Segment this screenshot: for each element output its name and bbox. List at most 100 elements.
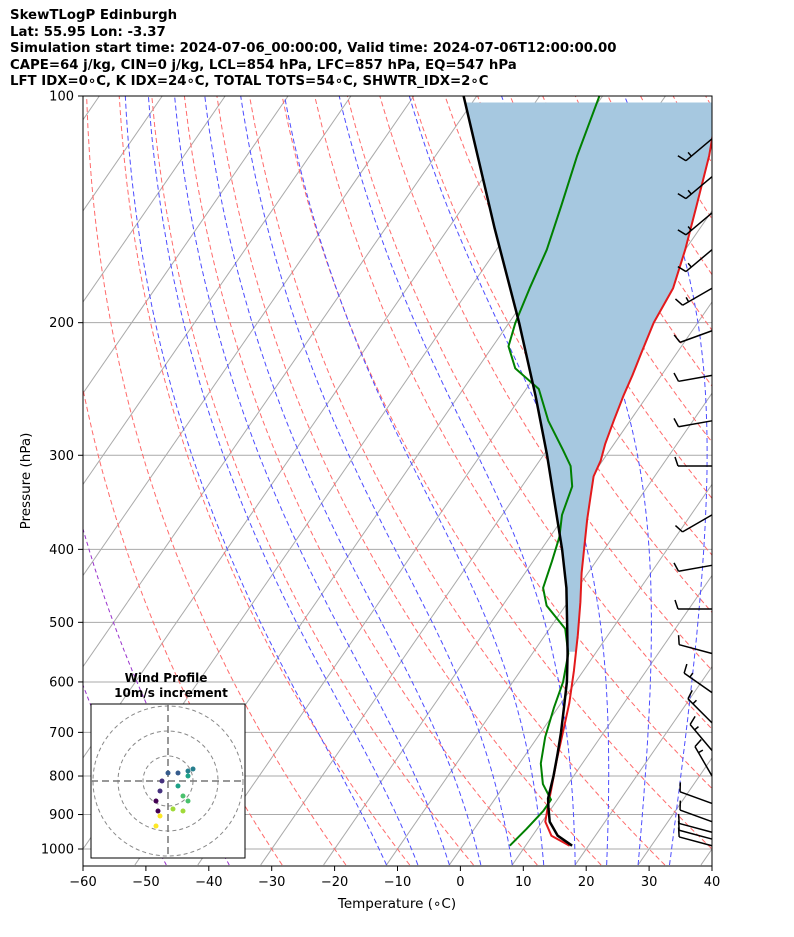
y-tick-label: 600: [49, 675, 74, 690]
isotherm-line: [700, 848, 712, 866]
barb-shaft: [694, 746, 713, 777]
wind-barb: [673, 562, 713, 572]
wind-barb: [674, 514, 713, 533]
barb-shaft: [689, 724, 713, 752]
barb-shaft: [678, 822, 713, 833]
moist-adiabat: [624, 96, 708, 866]
wind-barb: [677, 176, 713, 200]
barb-flag: [674, 525, 684, 533]
x-tick-label: −30: [258, 875, 285, 890]
hodograph-point: [157, 813, 163, 819]
x-tick-label: −10: [384, 875, 411, 890]
dry-adiabat: [738, 96, 794, 865]
barb-half-flag: [687, 189, 692, 195]
wind-barb: [677, 138, 713, 162]
barb-shaft: [679, 791, 713, 805]
barb-flag: [677, 155, 687, 162]
barb-half-flag: [685, 297, 690, 303]
barb-flag: [673, 334, 681, 343]
barb-half-flag: [687, 262, 692, 268]
barb-shaft: [678, 374, 713, 383]
isotherm-line: [260, 210, 712, 866]
hodograph-point: [180, 793, 186, 799]
isotherm-line: [83, 96, 226, 303]
barb-flag: [677, 229, 687, 236]
time-line: Simulation start time: 2024-07-06_00:00:…: [10, 41, 617, 56]
barb-flag: [683, 663, 688, 674]
wind-barb: [673, 330, 713, 344]
cape-area: [465, 102, 712, 652]
dry-adiabat: [216, 96, 602, 866]
barb-shaft: [678, 829, 713, 840]
isotherm-line: [83, 96, 352, 486]
dry-adiabat: [477, 96, 712, 500]
dry-adiabat: [83, 386, 283, 866]
isotherm-line: [448, 483, 712, 866]
barb-half-flag: [687, 151, 692, 157]
isotherm-line: [83, 96, 415, 577]
isotherm-line: [574, 665, 712, 866]
y-tick-label: 400: [49, 543, 74, 558]
chart-header: SkewTLogP Edinburgh Lat: 55.95 Lon: -3.3…: [10, 8, 617, 91]
barb-flag: [677, 635, 680, 645]
isotherm-line: [83, 96, 478, 668]
x-tick-label: −50: [132, 875, 159, 890]
wind-barb: [677, 635, 713, 655]
wind-barbs: [673, 138, 713, 847]
hodograph-inset: Wind Profile 10m/s increment: [90, 671, 246, 859]
barb-shaft: [685, 249, 713, 273]
hodograph-point: [159, 778, 165, 784]
axes: −60 −50 −40 −30 −20 −10 0 10 20 30 40 1000 900 800 700…: [41, 90, 720, 891]
barb-flag: [673, 562, 680, 572]
hodograph-point: [185, 768, 191, 774]
wind-barb: [683, 663, 713, 694]
barb-half-flag: [698, 749, 704, 754]
hodograph-title: Wind Profile: [125, 671, 208, 685]
dry-adiabat: [86, 96, 347, 866]
dry-adiabat: [509, 96, 712, 443]
barb-shaft: [678, 420, 713, 428]
y-tick-label: 800: [49, 770, 74, 785]
dry-adiabat: [249, 96, 666, 866]
y-tick-label: 300: [49, 449, 74, 464]
wind-barb: [677, 813, 713, 833]
x-tick-label: 20: [578, 875, 595, 890]
hodograph-subtitle: 10m/s increment: [114, 686, 228, 700]
wind-barb: [673, 418, 713, 428]
y-tick-label: 100: [49, 90, 74, 105]
barb-shaft: [679, 330, 713, 344]
x-tick-label: −40: [195, 875, 222, 890]
x-tick-label: 40: [704, 875, 721, 890]
x-tick-label: −20: [321, 875, 348, 890]
barb-flag: [687, 690, 693, 700]
dry-adiabat: [379, 96, 712, 672]
hodograph-point: [175, 783, 181, 789]
barb-half-flag: [694, 726, 699, 731]
dry-adiabat: [118, 96, 411, 866]
barb-flag: [677, 265, 687, 273]
hodograph-point: [180, 808, 186, 814]
wind-barb: [679, 800, 713, 823]
hodograph-point: [190, 766, 196, 772]
index-line: LFT IDX=0∘C, K IDX=24∘C, TOTAL TOTS=54∘C…: [10, 74, 489, 89]
parcel-line: [462, 96, 573, 847]
barb-shaft: [685, 212, 713, 236]
dry-adiabat: [151, 96, 474, 866]
barb-shaft: [678, 836, 713, 847]
moist-adiabat: [284, 96, 545, 866]
barb-flag: [677, 192, 687, 200]
wind-barb: [689, 716, 713, 752]
barb-shaft: [683, 672, 713, 694]
barb-flag: [677, 813, 680, 824]
barb-shaft: [679, 809, 713, 823]
dry-adiabat: [314, 96, 712, 790]
hodograph-point: [155, 808, 161, 814]
y-tick-label: 200: [49, 316, 74, 331]
y-tick-label: 700: [49, 726, 74, 741]
barb-shaft: [678, 564, 713, 572]
moist-adiabat: [204, 96, 482, 866]
barb-flag: [674, 599, 679, 610]
hodograph-point: [157, 788, 163, 794]
hodograph-point: [185, 798, 191, 804]
